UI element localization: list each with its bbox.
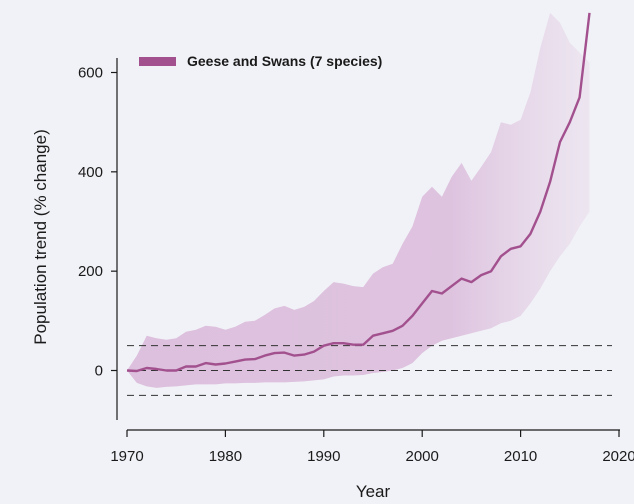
- y-ticks: 0 200 400 600: [78, 65, 117, 380]
- x-tick-label: 2020: [602, 448, 634, 465]
- x-tick-label: 1990: [307, 448, 340, 465]
- x-tick-label: 2010: [504, 448, 537, 465]
- series-line-geese-swans: [126, 12, 591, 373]
- x-tick-label: 1980: [209, 448, 242, 465]
- trend-line-layer: [126, 12, 591, 373]
- x-axis-title: Year: [356, 482, 391, 501]
- legend-label: Geese and Swans (7 species): [187, 53, 382, 69]
- reference-lines: [127, 345, 612, 396]
- x-ticks: 1970 1980 1990 2000 2010 2020: [110, 430, 634, 465]
- legend: Geese and Swans (7 species): [139, 53, 382, 69]
- y-tick-label: 0: [95, 363, 103, 380]
- confidence-band: [127, 12, 590, 388]
- y-axis-title: Population trend (% change): [31, 129, 50, 344]
- y-tick-label: 200: [78, 263, 103, 280]
- x-tick-label: 2000: [406, 448, 439, 465]
- y-tick-label: 400: [78, 164, 103, 181]
- legend-swatch: [139, 57, 176, 66]
- y-tick-label: 600: [78, 65, 103, 82]
- x-tick-label: 1970: [110, 448, 143, 465]
- confidence-band-layer: [127, 12, 590, 388]
